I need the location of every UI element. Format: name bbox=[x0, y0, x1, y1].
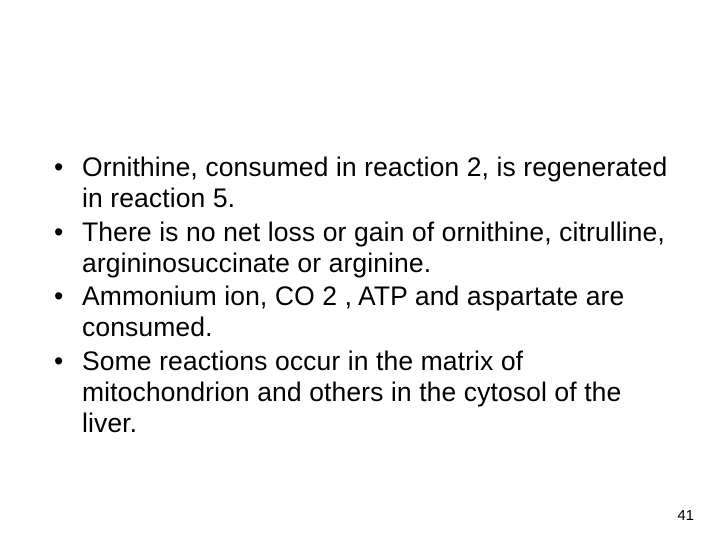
page-number: 41 bbox=[677, 507, 694, 524]
list-item: There is no net loss or gain of ornithin… bbox=[48, 217, 672, 280]
list-item: Some reactions occur in the matrix of mi… bbox=[48, 346, 672, 440]
bullet-list: Ornithine, consumed in reaction 2, is re… bbox=[48, 152, 672, 439]
bullet-text: There is no net loss or gain of ornithin… bbox=[82, 217, 665, 278]
bullet-text: Ornithine, consumed in reaction 2, is re… bbox=[82, 152, 667, 213]
slide-content: Ornithine, consumed in reaction 2, is re… bbox=[48, 152, 672, 441]
bullet-text: Ammonium ion, CO 2 , ATP and aspartate a… bbox=[82, 281, 624, 342]
slide: Ornithine, consumed in reaction 2, is re… bbox=[0, 0, 720, 540]
list-item: Ammonium ion, CO 2 , ATP and aspartate a… bbox=[48, 281, 672, 344]
bullet-text: Some reactions occur in the matrix of mi… bbox=[82, 346, 621, 439]
list-item: Ornithine, consumed in reaction 2, is re… bbox=[48, 152, 672, 215]
